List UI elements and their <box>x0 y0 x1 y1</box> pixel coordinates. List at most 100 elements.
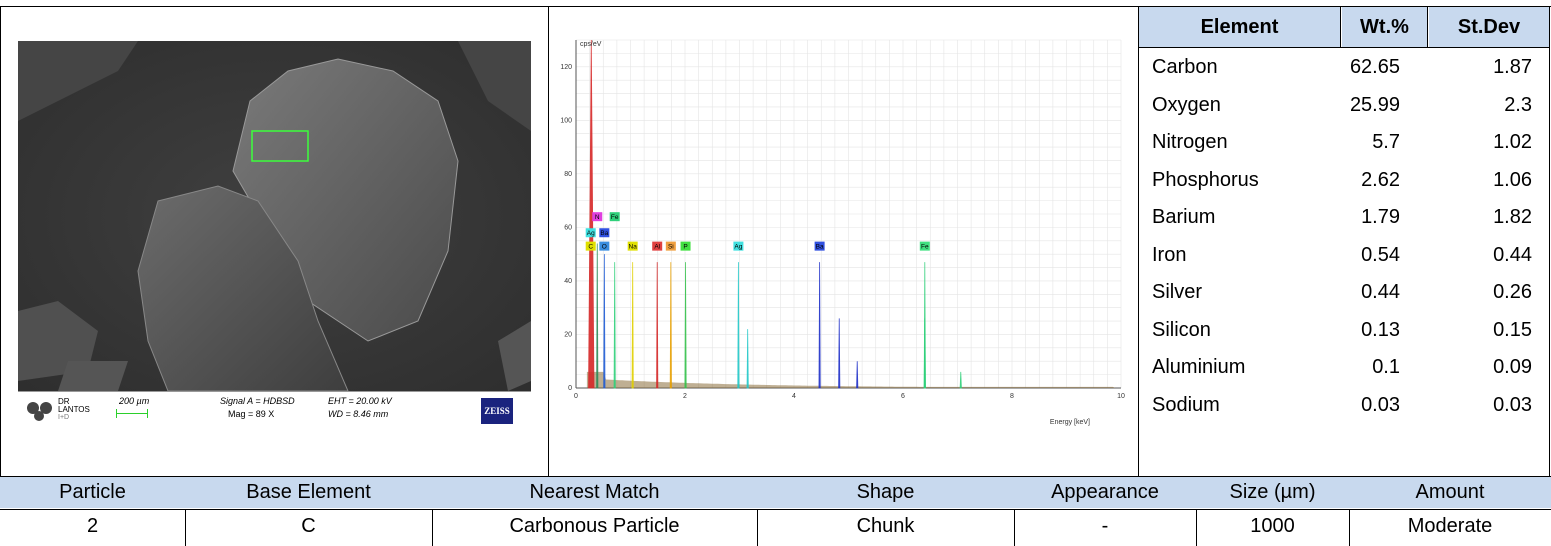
peak-label: Ba <box>814 241 825 251</box>
peak-label: Ag <box>585 228 596 238</box>
x-tick-label: 10 <box>1117 393 1125 400</box>
spectrum-peak <box>656 262 659 389</box>
peak-label: Fe <box>609 212 620 222</box>
header-divider-1 <box>1340 6 1341 48</box>
element-stdev: 0.03 <box>1493 393 1532 416</box>
wd-text: WD = 8.46 mm <box>328 409 389 419</box>
peak-label-box <box>599 241 610 251</box>
element-name: Barium <box>1152 206 1216 228</box>
logo-text-1: DR <box>58 397 70 406</box>
peak-label-text: Na <box>629 244 638 251</box>
zeiss-logo: ZEISS <box>481 398 513 424</box>
col-header-element: Element <box>1139 7 1340 47</box>
eht-text: EHT = 20.00 kV <box>328 396 392 406</box>
element-stdev: 0.09 <box>1493 356 1532 378</box>
header-divider-2 <box>1427 6 1428 48</box>
composition-row: Silver 0.44 0.26 <box>1139 277 1539 311</box>
peak-label: N <box>592 212 603 222</box>
cell-particle: 2 <box>86 514 99 537</box>
col-header-appearance: Appearance <box>1014 477 1196 508</box>
frame-right <box>1549 6 1550 476</box>
cell-divider <box>185 509 186 546</box>
peak-label: Si <box>665 241 676 251</box>
element-name: Aluminium <box>1152 356 1246 378</box>
col-header-wt: Wt.% <box>1342 7 1427 47</box>
peak-label-box <box>627 241 638 251</box>
sem-info-bar: DR LANTOS I+D 200 µm Signal A = HDBSD Ma… <box>18 391 531 430</box>
spectrum-peak <box>818 262 821 389</box>
spectrum-peak <box>838 318 841 389</box>
peak-label-text: N <box>595 214 600 221</box>
cell-divider <box>1349 509 1350 546</box>
col-header-size: Size (µm) <box>1196 477 1349 508</box>
element-stdev: 1.06 <box>1493 168 1532 191</box>
x-tick-label: 0 <box>574 393 578 400</box>
element-stdev: 0.44 <box>1493 243 1532 266</box>
spectrum-peak <box>613 262 616 389</box>
peak-label-box <box>919 241 930 251</box>
peak-label: P <box>680 241 691 251</box>
composition-row: Aluminium 0.1 0.09 <box>1139 352 1539 386</box>
spectrum-peak <box>631 262 634 389</box>
mag-text: Mag = 89 X <box>228 409 275 419</box>
spectrum-background <box>586 371 1116 388</box>
scale-bar-tick-right <box>147 409 148 418</box>
peak-label: Ba <box>599 228 610 238</box>
particle-table-mid-line <box>0 509 1551 510</box>
y-tick-label: 20 <box>564 331 572 338</box>
peak-label-box <box>592 212 603 222</box>
peak-label-text: Ba <box>600 230 608 237</box>
peak-label-text: Fe <box>611 214 619 221</box>
element-stdev: 2.3 <box>1504 93 1532 116</box>
peak-label-text: Al <box>654 244 660 251</box>
frame-divider-2 <box>1138 6 1139 476</box>
peak-label-text: C <box>588 244 593 251</box>
lantos-logo-icon <box>27 402 52 421</box>
composition-row: Carbon 62.65 1.87 <box>1139 52 1539 86</box>
col-header-amount: Amount <box>1349 477 1551 508</box>
peak-label-box <box>814 241 825 251</box>
frame-divider-1 <box>548 6 549 476</box>
scale-bar <box>116 413 148 414</box>
element-wt: 0.54 <box>1361 243 1400 266</box>
element-stdev: 1.87 <box>1493 56 1532 78</box>
x-tick-label: 6 <box>901 393 905 400</box>
element-name: Sodium <box>1152 393 1220 416</box>
logo-text-2: LANTOS <box>58 405 90 414</box>
element-stdev: 0.26 <box>1493 281 1532 303</box>
spectrum-peak <box>684 262 687 389</box>
cell-divider <box>757 509 758 546</box>
peak-label-box <box>609 212 620 222</box>
cell-nearest-match: Carbonous Particle <box>509 514 680 537</box>
y-tick-label: 40 <box>564 278 572 285</box>
spectrum-peak <box>603 254 606 389</box>
cell-appearance: - <box>1101 514 1109 537</box>
col-header-particle: Particle <box>0 477 185 508</box>
element-name: Phosphorus <box>1152 168 1259 191</box>
peak-label-text: Fe <box>921 244 929 251</box>
composition-row: Nitrogen 5.7 1.02 <box>1139 127 1539 161</box>
peak-label-text: Ba <box>816 244 824 251</box>
cell-divider <box>1014 509 1015 546</box>
element-wt: 0.03 <box>1361 393 1400 416</box>
scale-bar-tick-left <box>116 409 117 418</box>
spectrum-peak <box>923 318 926 389</box>
sem-micrograph <box>18 41 531 392</box>
spectrum-peak <box>596 243 599 389</box>
peak-label-box <box>680 241 691 251</box>
element-name: Oxygen <box>1152 93 1221 116</box>
spectrum-peak <box>856 361 859 389</box>
scale-label: 200 µm <box>119 396 150 406</box>
chart-peaks <box>586 39 1116 389</box>
peak-label: O <box>599 241 610 251</box>
element-wt: 0.44 <box>1361 281 1400 303</box>
element-name: Silver <box>1152 281 1203 303</box>
peak-label-text: O <box>602 244 607 251</box>
cell-size: 1000 <box>1250 514 1295 537</box>
element-wt: 0.13 <box>1361 318 1400 341</box>
selection-box <box>251 130 309 162</box>
peak-label-box <box>733 241 744 251</box>
peak-label: Al <box>652 241 663 251</box>
element-name: Carbon <box>1152 56 1218 78</box>
composition-row: Oxygen 25.99 2.3 <box>1139 90 1539 124</box>
